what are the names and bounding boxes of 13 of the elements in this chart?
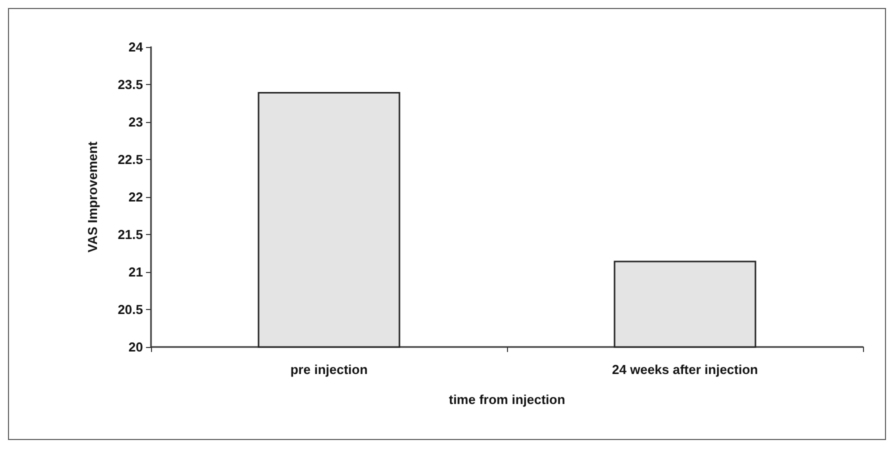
y-tick-label: 21.5 <box>118 227 143 242</box>
y-tick-label: 22 <box>128 190 143 204</box>
x-tick-label: pre injection <box>290 362 368 377</box>
y-tick-label: 24 <box>128 40 144 54</box>
x-axis-title: time from injection <box>448 392 566 407</box>
x-tick-label: 24 weeks after injection <box>612 362 758 377</box>
y-tick-label: 20.5 <box>118 302 143 317</box>
y-tick-label: 22.5 <box>118 152 143 167</box>
y-tick-label: 23 <box>128 114 143 130</box>
y-tick-label: 20 <box>128 340 143 354</box>
y-tick-label: 21 <box>128 264 143 280</box>
y-tick-label: 23.5 <box>118 77 143 92</box>
y-axis-title: VAS Improvement <box>85 140 100 253</box>
